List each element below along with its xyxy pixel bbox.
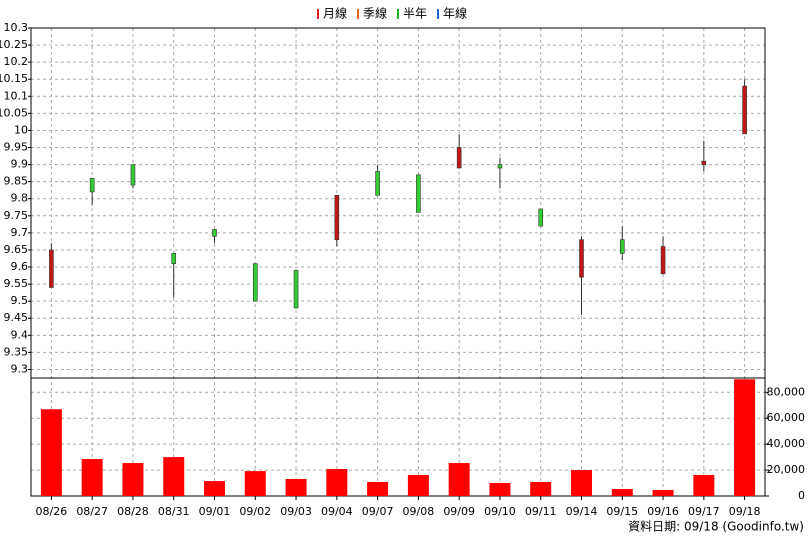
volume-bar xyxy=(530,481,552,496)
x-tick-label: 09/16 xyxy=(647,505,679,518)
volume-bar xyxy=(652,490,674,496)
x-tick-label: 09/14 xyxy=(566,505,598,518)
volume-bar xyxy=(81,459,103,496)
legend: 月線 季線 半年 年線 xyxy=(317,6,467,21)
x-tick-label: 09/09 xyxy=(443,505,475,518)
candle-body xyxy=(293,270,299,309)
x-tick-label: 08/31 xyxy=(158,505,190,518)
volume-bar xyxy=(734,379,756,496)
y-tick-label: 9.7 xyxy=(11,226,29,239)
y-tick-label: 9.45 xyxy=(4,311,29,324)
x-tick-label: 09/10 xyxy=(484,505,516,518)
candle-body xyxy=(538,208,544,227)
y-tick-label: 10.15 xyxy=(0,72,28,85)
y-tick-label: 10.3 xyxy=(4,21,29,34)
y-tick-label: 9.85 xyxy=(4,175,29,188)
y-tick-label: 9.55 xyxy=(4,277,29,290)
candle-body xyxy=(497,164,503,169)
y2-tick-label: 0 xyxy=(798,489,805,502)
y-tick-label: 9.6 xyxy=(11,260,29,273)
x-tick-label: 08/28 xyxy=(117,505,149,518)
y2-tick-label: 80,000 xyxy=(767,385,806,398)
volume-bar xyxy=(244,471,266,496)
y-tick-label: 9.4 xyxy=(11,328,29,341)
x-tick-label: 09/07 xyxy=(362,505,394,518)
y-tick-label: 9.5 xyxy=(11,294,29,307)
candle-body xyxy=(619,239,625,254)
volume-bar xyxy=(489,483,511,496)
x-tick-label: 09/04 xyxy=(321,505,353,518)
y-tick-label: 10.25 xyxy=(0,38,28,51)
y-tick-label: 10.2 xyxy=(4,55,29,68)
x-tick-label: 09/18 xyxy=(729,505,761,518)
x-tick-label: 09/17 xyxy=(688,505,720,518)
y-tick-label: 9.75 xyxy=(4,209,29,222)
x-tick-label: 09/01 xyxy=(199,505,231,518)
candle-body xyxy=(171,253,177,264)
legend-label: 年線 xyxy=(443,6,467,21)
x-tick-label: 09/15 xyxy=(606,505,638,518)
x-tick-label: 09/08 xyxy=(403,505,435,518)
candle-body xyxy=(89,177,95,193)
y2-tick-label: 40,000 xyxy=(767,437,806,450)
volume-bar xyxy=(326,469,348,496)
candle-body xyxy=(701,160,707,165)
volume-bar xyxy=(163,457,185,496)
y2-tick-label: 60,000 xyxy=(767,411,806,424)
volume-bar xyxy=(448,463,470,496)
x-tick-label: 08/26 xyxy=(36,505,68,518)
volume-bar xyxy=(367,481,389,496)
volume-bar xyxy=(693,474,715,496)
candle-body xyxy=(416,174,421,213)
volume-bar xyxy=(204,481,225,496)
y-tick-label: 9.35 xyxy=(4,345,29,358)
volume-bar xyxy=(40,409,62,496)
x-tick-label: 09/03 xyxy=(280,505,312,518)
y2-tick-label: 20,000 xyxy=(767,463,806,476)
y-tick-label: 10 xyxy=(14,123,28,136)
y-tick-label: 10.05 xyxy=(0,106,28,119)
candle-body xyxy=(375,171,380,196)
legend-label: 季線 xyxy=(363,6,387,21)
x-tick-label: 08/27 xyxy=(76,505,108,518)
plot-frame xyxy=(30,27,766,497)
legend-label: 半年 xyxy=(403,7,427,21)
y-tick-label: 9.9 xyxy=(11,158,29,171)
candle-body xyxy=(252,263,258,302)
x-tick-label: 09/11 xyxy=(525,505,557,518)
x-tick-label: 09/02 xyxy=(239,505,271,518)
candle-body xyxy=(212,229,217,237)
candle-body xyxy=(49,249,54,288)
candle-body xyxy=(456,147,462,169)
y-tick-label: 10.1 xyxy=(4,89,29,102)
y-tick-label: 9.95 xyxy=(4,141,29,154)
candle-body xyxy=(579,239,584,278)
y-tick-label: 9.8 xyxy=(11,192,29,205)
footnote: 資料日期: 09/18 (Goodinfo.tw) xyxy=(628,520,804,534)
legend-label: 月線 xyxy=(323,6,347,21)
y-tick-label: 9.3 xyxy=(11,362,29,375)
candle-body xyxy=(742,85,747,135)
volume-bar xyxy=(122,463,144,496)
volume-bar xyxy=(285,479,307,496)
candle-body xyxy=(130,164,136,186)
candle-body xyxy=(334,195,340,241)
candle-body xyxy=(660,246,666,275)
volume-bar xyxy=(571,470,592,496)
y-tick-label: 9.65 xyxy=(4,243,29,256)
volume-bar xyxy=(407,474,429,496)
volume-bar xyxy=(611,488,633,496)
